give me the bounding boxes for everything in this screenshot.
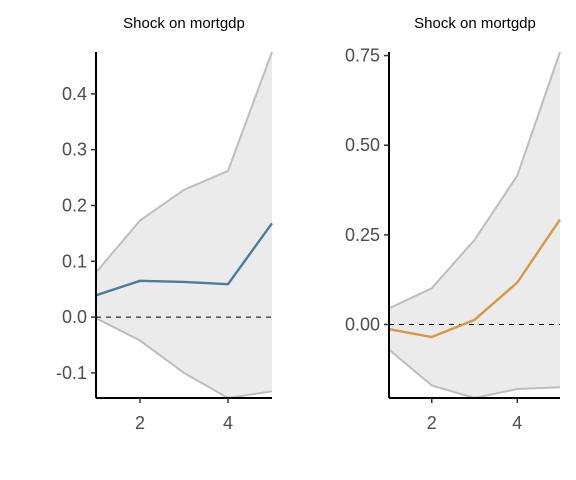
x-tick-label: 4 — [223, 413, 233, 433]
x-tick-label: 2 — [427, 413, 437, 433]
y-tick-label: -0.1 — [56, 363, 87, 383]
band-lower-line — [95, 317, 273, 400]
y-tick-label: 0.50 — [345, 135, 380, 155]
response-line — [95, 222, 273, 297]
y-tick-label: 0.1 — [62, 251, 87, 271]
y-tick-label: 0.3 — [62, 140, 87, 160]
y-tick-label: 0.4 — [62, 84, 87, 104]
y-tick-label: 0.2 — [62, 195, 87, 215]
x-tick-label: 2 — [135, 413, 145, 433]
y-tick-label: 0.25 — [345, 225, 380, 245]
chart-panel-2: Shock on mortgdp 0.00 0.25 0.50 0.75 2 4 — [345, 15, 561, 433]
response-line — [388, 218, 561, 339]
band-upper-line — [388, 51, 561, 310]
chart-panel-1: Shock on mortgdp -0.1 0.0 0.1 0.2 0.3 0.4 2 4 — [56, 15, 273, 433]
y-tick-label: 0.00 — [345, 314, 380, 334]
y-tick-label: 0.0 — [62, 307, 87, 327]
panel-title: Shock on mortgdp — [414, 15, 536, 32]
confidence-band — [96, 52, 272, 398]
panel-title: Shock on mortgdp — [123, 15, 245, 32]
x-tick-label: 4 — [512, 413, 522, 433]
confidence-band — [389, 52, 560, 398]
band-upper-line — [95, 51, 273, 274]
y-tick-label: 0.75 — [345, 46, 380, 66]
